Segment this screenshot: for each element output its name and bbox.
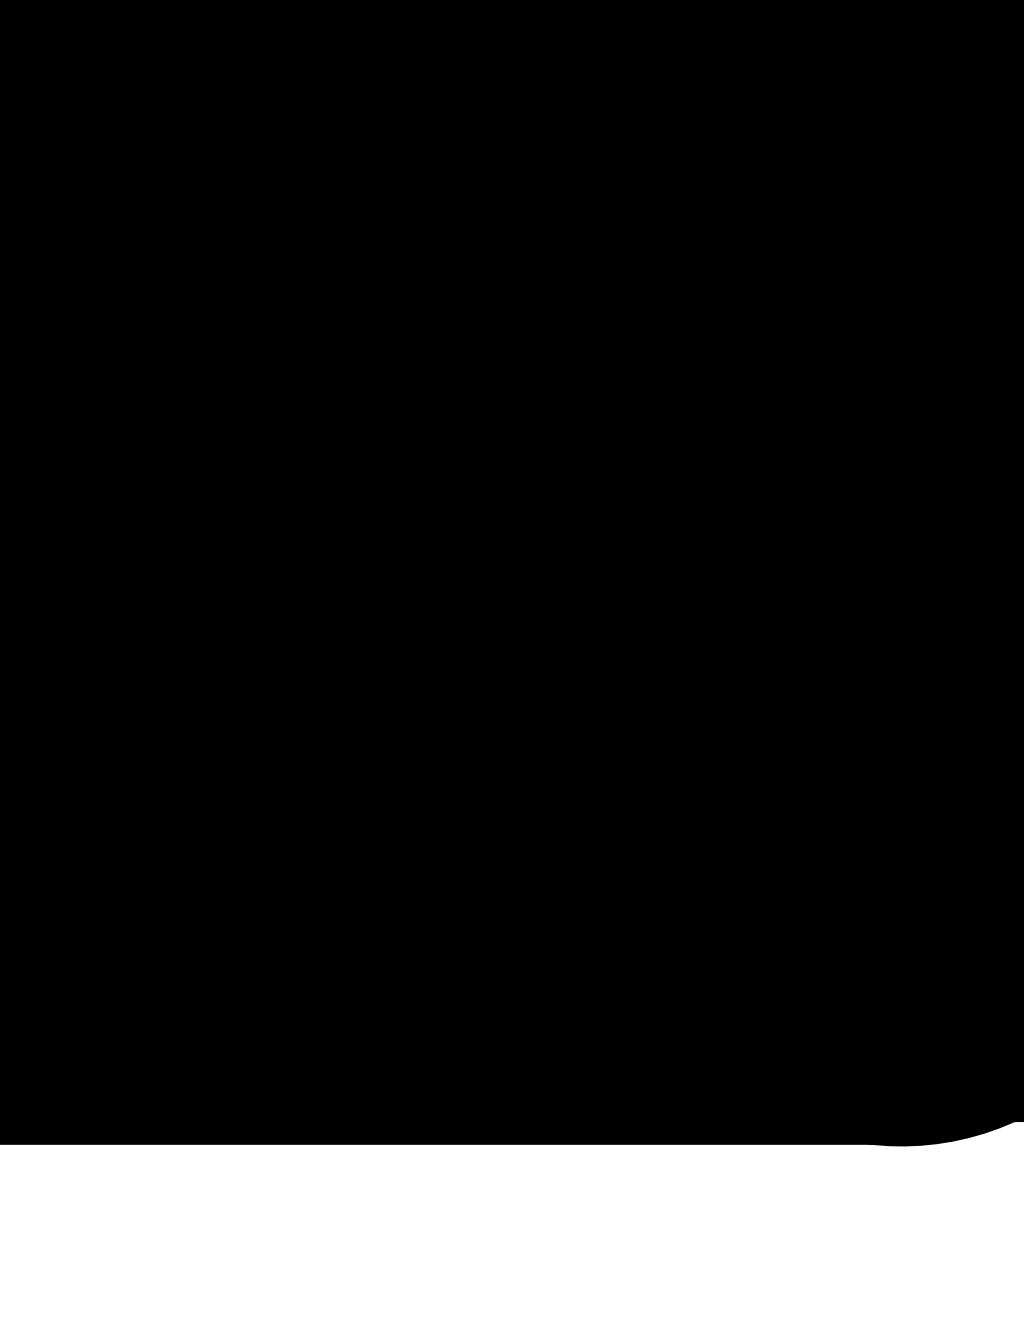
Polygon shape: [583, 672, 599, 680]
Text: 100: 100: [248, 244, 274, 257]
Polygon shape: [583, 579, 599, 587]
Bar: [372, 598, 563, 663]
Text: 114a: 114a: [292, 807, 324, 820]
Text: $e_2$: $e_2$: [330, 612, 344, 626]
Polygon shape: [583, 512, 599, 520]
Bar: [655, 540, 678, 560]
Ellipse shape: [596, 634, 611, 651]
Bar: [655, 570, 678, 591]
Ellipse shape: [596, 726, 611, 743]
Bar: [655, 510, 678, 529]
Text: 120: 120: [256, 726, 280, 739]
Bar: [655, 694, 678, 714]
Text: 108: 108: [651, 226, 675, 239]
Bar: [598, 264, 636, 928]
Bar: [295, 268, 563, 455]
Ellipse shape: [596, 603, 611, 620]
Text: FIG. 1: FIG. 1: [752, 594, 853, 623]
Text: 107: 107: [692, 226, 717, 239]
Ellipse shape: [596, 418, 611, 436]
Text: Z: Z: [723, 923, 732, 937]
Text: 112: 112: [499, 940, 522, 953]
Bar: [291, 263, 736, 929]
Ellipse shape: [596, 480, 611, 496]
Polygon shape: [583, 734, 599, 742]
Ellipse shape: [596, 573, 611, 589]
Bar: [655, 663, 678, 684]
Polygon shape: [583, 543, 599, 550]
Bar: [337, 742, 563, 829]
Text: 116c: 116c: [369, 454, 399, 467]
Text: 105: 105: [665, 226, 688, 239]
Text: 104: 104: [679, 226, 702, 239]
Text: ×: ×: [738, 925, 749, 935]
Bar: [581, 264, 587, 928]
Ellipse shape: [596, 449, 611, 466]
Text: 116a: 116a: [465, 232, 497, 246]
Polygon shape: [583, 605, 599, 612]
Text: X: X: [818, 923, 827, 937]
Text: 114c: 114c: [390, 409, 421, 422]
Ellipse shape: [596, 511, 611, 528]
Polygon shape: [583, 549, 599, 557]
Text: 110: 110: [573, 920, 597, 933]
Text: 118: 118: [315, 284, 339, 297]
Polygon shape: [583, 759, 599, 767]
Polygon shape: [583, 764, 599, 772]
Polygon shape: [583, 642, 599, 649]
Polygon shape: [583, 519, 599, 527]
Polygon shape: [583, 482, 599, 490]
Polygon shape: [583, 487, 599, 495]
Text: Nov. 1, 2012   Sheet 1 of 8: Nov. 1, 2012 Sheet 1 of 8: [341, 174, 519, 187]
Text: 101: 101: [539, 932, 562, 945]
Text: 116b: 116b: [345, 512, 377, 525]
Bar: [640, 264, 654, 928]
Ellipse shape: [596, 758, 611, 774]
Text: $e_3$: $e_3$: [492, 319, 506, 333]
Text: 114b: 114b: [324, 561, 355, 574]
Bar: [655, 478, 678, 499]
Text: 106: 106: [637, 226, 660, 239]
Polygon shape: [583, 574, 599, 582]
Polygon shape: [583, 667, 599, 675]
Bar: [403, 455, 563, 520]
Polygon shape: [583, 697, 599, 705]
Bar: [655, 602, 678, 622]
Polygon shape: [583, 635, 599, 643]
Bar: [295, 455, 563, 742]
Polygon shape: [583, 457, 599, 465]
Bar: [655, 632, 678, 652]
Polygon shape: [583, 727, 599, 735]
Ellipse shape: [596, 665, 611, 681]
Ellipse shape: [596, 696, 611, 713]
Bar: [572, 264, 579, 928]
Polygon shape: [583, 420, 599, 428]
Polygon shape: [583, 426, 599, 434]
Text: 116a: 116a: [376, 941, 408, 954]
Bar: [655, 725, 678, 744]
Text: 113: 113: [276, 933, 300, 946]
Text: $e_1$: $e_1$: [349, 395, 364, 408]
Bar: [655, 447, 678, 467]
Text: 102: 102: [707, 226, 730, 239]
Bar: [295, 742, 563, 924]
Text: Y: Y: [750, 958, 758, 972]
Bar: [655, 417, 678, 437]
Text: $e_1$: $e_1$: [301, 845, 315, 858]
Bar: [589, 264, 595, 928]
Polygon shape: [583, 611, 599, 619]
Polygon shape: [583, 704, 599, 711]
Polygon shape: [583, 450, 599, 458]
Text: Patent Application Publication: Patent Application Publication: [171, 174, 398, 187]
Bar: [655, 755, 678, 776]
Text: US 2012/0274834 A1: US 2012/0274834 A1: [732, 174, 874, 187]
Ellipse shape: [596, 541, 611, 558]
